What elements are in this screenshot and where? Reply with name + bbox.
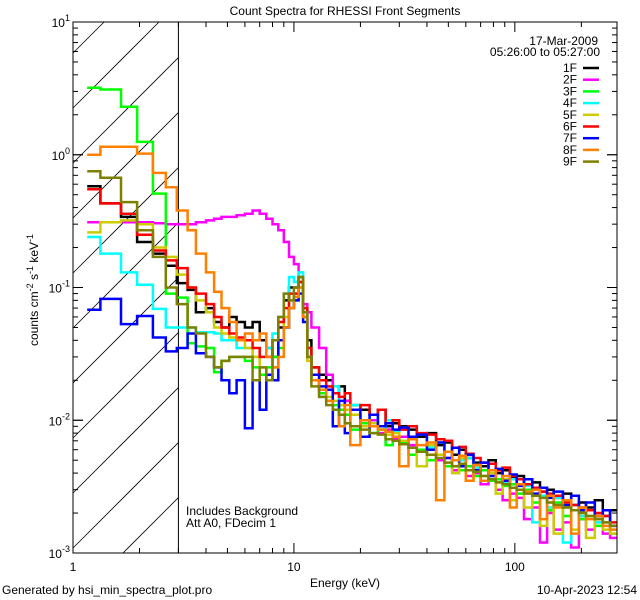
hatch-line <box>72 442 179 549</box>
hatch-line <box>72 332 179 439</box>
y-tick-label: 10-3 <box>49 544 70 561</box>
hatch-line <box>72 277 179 384</box>
hatch-line <box>72 112 179 219</box>
legend-time-range: 05:26:00 to 05:27:00 <box>490 45 600 59</box>
footer-generated-by: Generated by hsi_min_spectra_plot.pro <box>2 583 212 597</box>
hatch-line <box>72 387 179 494</box>
series-group <box>87 86 617 549</box>
annotation-background: Includes Background <box>186 504 298 518</box>
series-9F <box>87 170 617 528</box>
x-tick-label: 10 <box>287 560 301 574</box>
legend-label: 7F <box>563 131 577 145</box>
y-tick-label: 10-1 <box>49 279 70 296</box>
hatch-line <box>122 497 179 554</box>
x-tick-label: 1 <box>70 560 77 574</box>
axis-tick-labels: 1 10 100 101 100 10-1 10-2 10-3 <box>49 13 526 574</box>
legend-label: 1F <box>563 61 577 75</box>
legend-label: 8F <box>563 143 577 157</box>
y-axis-label: counts cm-2 s-1 keV-1 <box>25 234 41 346</box>
y-tick-label: 10-2 <box>49 411 70 428</box>
axis-ticks <box>72 21 617 554</box>
chart-title: Count Spectra for RHESSI Front Segments <box>230 4 461 18</box>
legend-label: 4F <box>563 96 577 110</box>
hatch-line <box>72 21 160 109</box>
series-8F <box>87 145 617 535</box>
x-tick-label: 100 <box>505 560 525 574</box>
footer-timestamp: 10-Apr-2023 12:54 <box>537 583 637 597</box>
y-tick-label: 101 <box>52 13 70 30</box>
legend-label: 3F <box>563 84 577 98</box>
y-tick-label: 100 <box>52 146 70 163</box>
legend-date: 17-Mar-2009 <box>529 34 598 48</box>
annotation-attenuator: Att A0, FDecim 1 <box>186 516 276 530</box>
legend-label: 2F <box>563 73 577 87</box>
legend-label: 6F <box>563 120 577 134</box>
legend-label: 9F <box>563 155 577 169</box>
series-2F <box>87 209 617 549</box>
hatch-line <box>72 21 105 54</box>
x-axis-label: Energy (keV) <box>310 576 380 590</box>
hatch-line <box>72 57 179 164</box>
legend-label: 5F <box>563 108 577 122</box>
